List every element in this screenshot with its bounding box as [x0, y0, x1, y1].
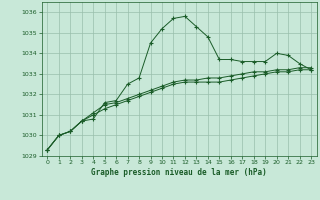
X-axis label: Graphe pression niveau de la mer (hPa): Graphe pression niveau de la mer (hPa) — [91, 168, 267, 177]
